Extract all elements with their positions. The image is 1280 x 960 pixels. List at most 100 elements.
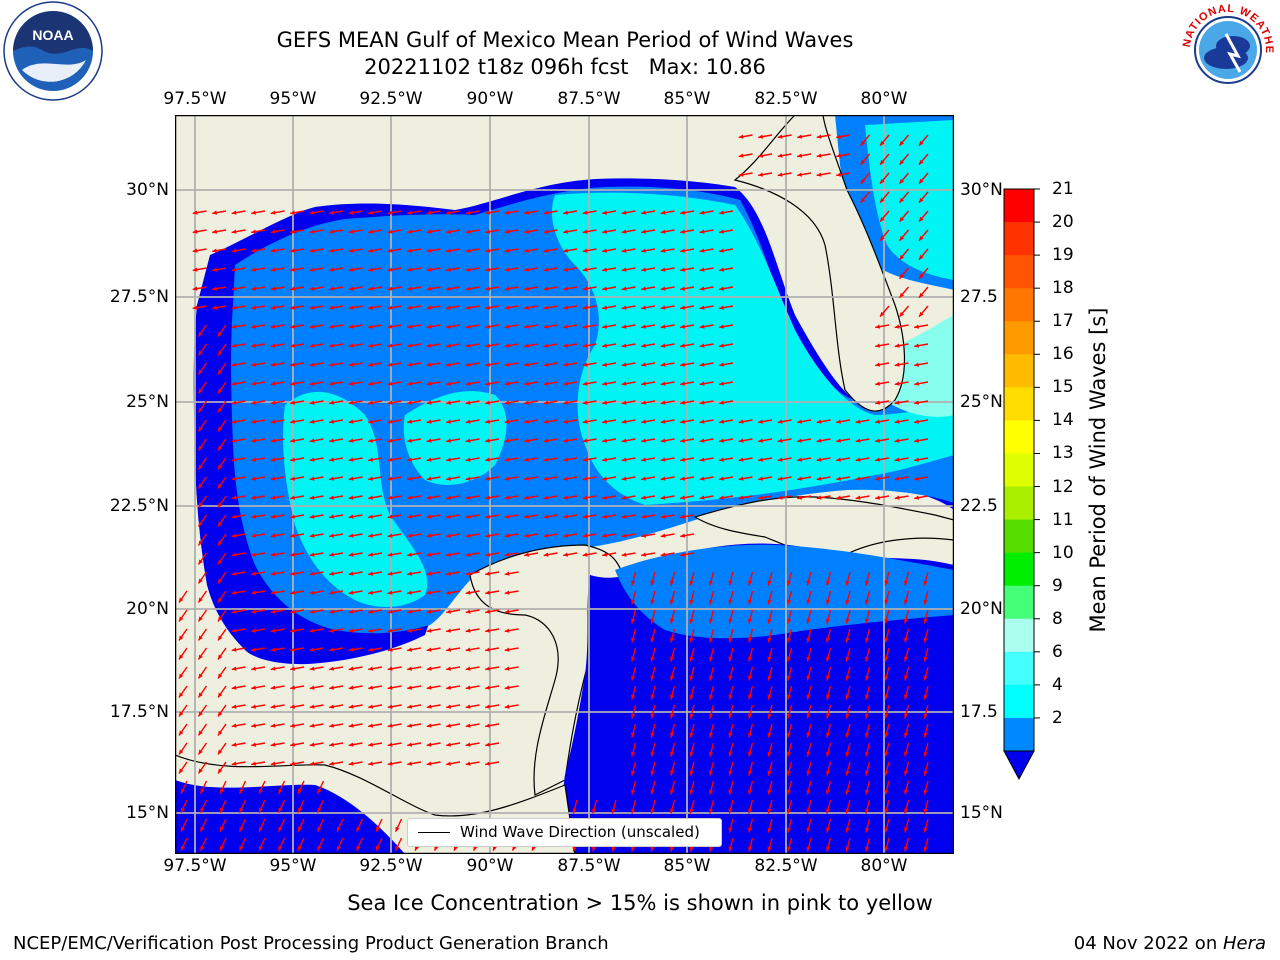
wave-direction-arrow (738, 419, 753, 424)
wave-direction-arrow (426, 343, 441, 348)
wave-direction-arrow (446, 457, 461, 462)
wave-direction-arrow (270, 666, 285, 671)
wave-direction-arrow (180, 799, 188, 813)
wave-direction-arrow (231, 495, 246, 500)
wave-direction-arrow (728, 742, 734, 757)
wave-direction-arrow (368, 514, 383, 519)
wave-direction-arrow (368, 685, 383, 690)
wave-direction-arrow (777, 457, 792, 462)
wave-direction-arrow (387, 685, 402, 690)
wave-direction-arrow (407, 742, 422, 747)
wave-direction-arrow (797, 495, 812, 500)
wave-direction-arrow (708, 590, 715, 605)
wave-direction-arrow (708, 780, 715, 795)
wave-direction-arrow (689, 723, 695, 738)
wave-direction-arrow (290, 457, 305, 462)
wave-direction-arrow (217, 381, 227, 394)
wave-direction-arrow (621, 400, 636, 405)
wave-direction-arrow (825, 742, 832, 757)
wave-direction-arrow (426, 742, 441, 747)
wave-direction-arrow (836, 134, 851, 139)
wave-direction-arrow (407, 210, 422, 215)
wave-direction-arrow (767, 628, 773, 643)
colorbar-tick-label: 12 (1052, 476, 1074, 497)
wave-direction-arrow (825, 723, 832, 738)
wave-direction-arrow (426, 438, 441, 443)
wave-direction-arrow (884, 723, 890, 738)
wave-direction-arrow (368, 609, 383, 614)
wave-direction-arrow (426, 704, 441, 709)
wave-direction-arrow (231, 305, 246, 310)
wave-direction-arrow (309, 248, 324, 253)
wave-direction-arrow (602, 476, 617, 481)
wave-direction-arrow (231, 362, 246, 367)
wave-direction-arrow (348, 229, 363, 234)
colorbar-tick-label: 18 (1052, 278, 1074, 299)
wave-direction-arrow (258, 799, 266, 813)
wave-direction-arrow (290, 685, 305, 690)
wave-direction-arrow (898, 286, 910, 299)
wave-direction-arrow (602, 305, 617, 310)
wave-direction-arrow (290, 647, 305, 652)
wave-direction-arrow (825, 590, 832, 605)
wave-direction-arrow (290, 495, 305, 500)
wave-direction-arrow (290, 419, 305, 424)
wave-direction-arrow (465, 533, 480, 538)
wave-direction-arrow (825, 837, 832, 852)
wave-direction-arrow (879, 172, 890, 185)
wave-direction-arrow (660, 457, 675, 462)
wave-direction-arrow (660, 552, 675, 557)
wave-direction-arrow (251, 267, 266, 272)
wave-direction-arrow (251, 305, 266, 310)
wave-direction-arrow (825, 799, 832, 814)
nws-logo: NATIONAL WEATHER SERVICE (1178, 0, 1275, 97)
wave-direction-arrow (669, 799, 676, 814)
wave-direction-arrow (563, 210, 578, 215)
wave-direction-arrow (270, 248, 285, 253)
wave-direction-arrow (708, 761, 715, 776)
wave-direction-arrow (719, 267, 734, 272)
wave-direction-arrow (309, 704, 324, 709)
wave-direction-arrow (728, 780, 734, 795)
wave-direction-arrow (251, 210, 266, 215)
wave-direction-arrow (251, 533, 266, 538)
wave-direction-arrow (197, 742, 208, 755)
colorbar-segment (1004, 717, 1034, 752)
wave-direction-arrow (446, 381, 461, 386)
wave-direction-arrow (270, 362, 285, 367)
wave-direction-arrow (485, 419, 500, 424)
wave-direction-arrow (329, 419, 344, 424)
wave-direction-arrow (217, 685, 227, 698)
wave-direction-arrow (251, 457, 266, 462)
wave-direction-arrow (387, 628, 402, 633)
wave-direction-arrow (524, 210, 539, 215)
wave-direction-arrow (582, 286, 597, 291)
wave-direction-arrow (563, 248, 578, 253)
wave-direction-arrow (621, 514, 636, 519)
wave-direction-arrow (602, 286, 617, 291)
wave-direction-arrow (630, 685, 637, 700)
wave-direction-arrow (426, 267, 441, 272)
wave-direction-arrow (767, 761, 773, 776)
wave-direction-arrow (747, 837, 754, 852)
wave-direction-arrow (290, 476, 305, 481)
wave-direction-arrow (197, 609, 208, 622)
wave-direction-arrow (309, 590, 324, 595)
wave-direction-arrow (348, 571, 363, 576)
wave-direction-arrow (251, 742, 266, 747)
wave-direction-arrow (231, 647, 246, 652)
wave-direction-arrow (650, 609, 656, 624)
wave-direction-arrow (485, 457, 500, 462)
wave-direction-arrow (309, 685, 324, 690)
wave-direction-arrow (348, 761, 363, 766)
wave-direction-arrow (660, 324, 675, 329)
wave-direction-arrow (689, 799, 695, 814)
wave-direction-arrow (914, 381, 929, 386)
wave-direction-arrow (212, 229, 227, 234)
wave-direction-arrow (845, 685, 851, 700)
wave-direction-arrow (524, 514, 539, 519)
wave-direction-arrow (197, 438, 208, 451)
axis-tick-label: 20°N (126, 599, 169, 619)
wave-direction-arrow (407, 495, 422, 500)
wave-direction-arrow (504, 476, 519, 481)
